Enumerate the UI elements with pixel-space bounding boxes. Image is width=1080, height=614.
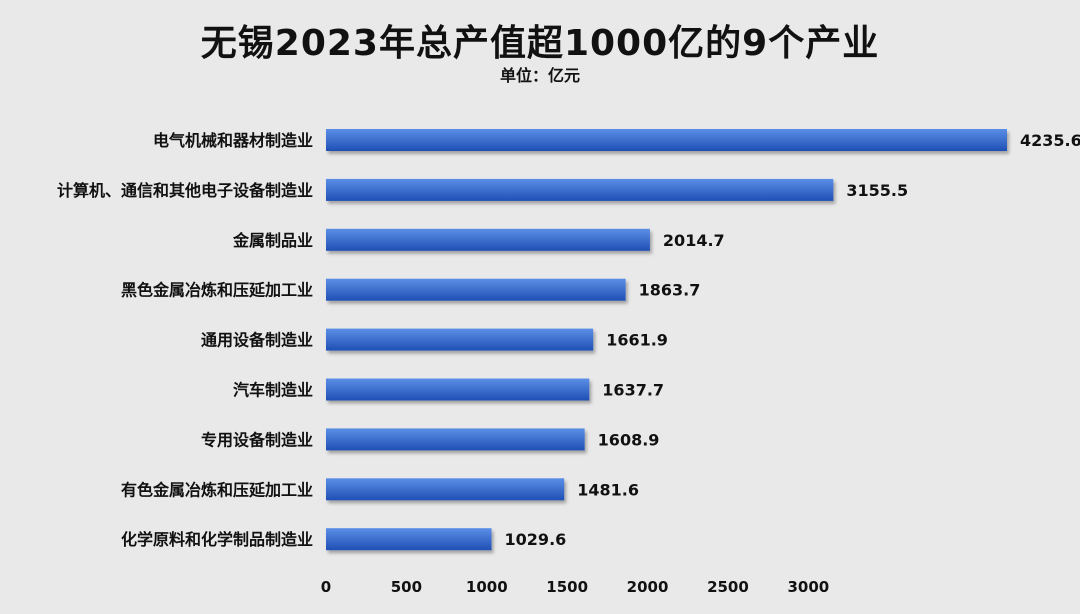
bar-5: [326, 378, 590, 401]
x-tick-3: 1500: [546, 578, 588, 596]
category-label-5: 汽车制造业: [233, 381, 313, 400]
category-labels: 电气机械和器材制造业计算机、通信和其他电子设备制造业金属制品业黑色金属冶炼和压延…: [57, 131, 313, 549]
x-axis-ticks: 0 500 1000 1500 2000 2500 3000: [321, 578, 829, 596]
category-label-7: 有色金属冶炼和压延加工业: [121, 480, 313, 499]
chart-subtitle: 单位：亿元: [499, 66, 580, 85]
x-tick-1: 500: [391, 578, 422, 596]
x-tick-4: 2000: [627, 578, 669, 596]
value-label-4: 1661.9: [606, 331, 668, 350]
bars-group: [326, 129, 1007, 551]
bar-7: [326, 478, 565, 501]
value-label-3: 1863.7: [639, 281, 701, 300]
value-label-2: 2014.7: [663, 231, 725, 250]
category-label-1: 计算机、通信和其他电子设备制造业: [57, 181, 313, 200]
bar-0: [326, 129, 1007, 151]
value-label-7: 1481.6: [577, 480, 639, 499]
value-label-0: 4235.6: [1020, 131, 1080, 150]
x-tick-0: 0: [321, 578, 331, 596]
chart-title: 无锡2023年总产值超1000亿的9个产业: [200, 23, 880, 64]
value-label-8: 1029.6: [505, 530, 567, 549]
category-label-0: 电气机械和器材制造业: [153, 131, 313, 150]
value-labels: 4235.6 3155.5 2014.7 1863.7 1661.9 1637.7 1608…: [505, 131, 1080, 549]
category-label-4: 通用设备制造业: [201, 331, 313, 350]
category-label-3: 黑色金属冶炼和压延加工业: [121, 281, 313, 300]
bar-2: [326, 228, 650, 251]
x-tick-2: 1000: [466, 578, 508, 596]
value-label-5: 1637.7: [602, 381, 664, 400]
bar-6: [326, 428, 585, 451]
x-tick-6: 3000: [787, 578, 829, 596]
bar-3: [326, 278, 626, 301]
bar-1: [326, 178, 834, 201]
bar-4: [326, 328, 594, 351]
category-label-8: 化学原料和化学制品制造业: [121, 530, 313, 549]
x-tick-5: 2500: [707, 578, 749, 596]
category-label-6: 专用设备制造业: [201, 430, 313, 449]
value-label-6: 1608.9: [598, 430, 660, 449]
bar-8: [326, 528, 492, 551]
value-label-1: 3155.5: [846, 181, 908, 200]
category-label-2: 金属制品业: [232, 231, 313, 250]
